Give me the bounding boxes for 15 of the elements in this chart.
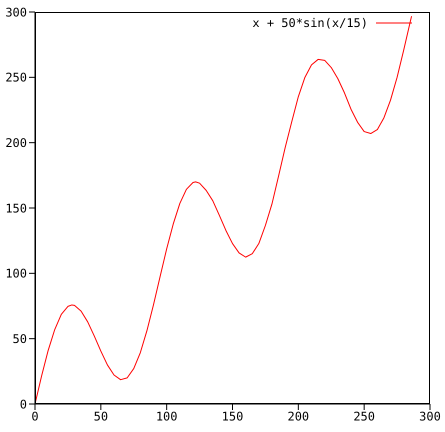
x-tick-label: 100 [156, 410, 178, 424]
x-tick-label: 200 [287, 410, 310, 424]
y-tick-label: 0 [20, 397, 27, 412]
x-tick-label: 50 [94, 410, 108, 424]
x-tick-label: 0 [31, 410, 39, 424]
x-tick-label: 250 [353, 410, 376, 424]
y-tick-label: 100 [5, 266, 27, 281]
y-tick-label: 300 [5, 5, 27, 20]
y-tick-label: 250 [5, 70, 27, 85]
y-tick-label: 150 [5, 201, 27, 216]
x-tick-label: 300 [419, 410, 441, 424]
y-tick-label: 200 [5, 136, 27, 150]
y-tick-label: 50 [12, 332, 27, 346]
legend-label: x + 50*sin(x/15) [252, 16, 368, 30]
x-tick-label: 150 [222, 410, 244, 424]
